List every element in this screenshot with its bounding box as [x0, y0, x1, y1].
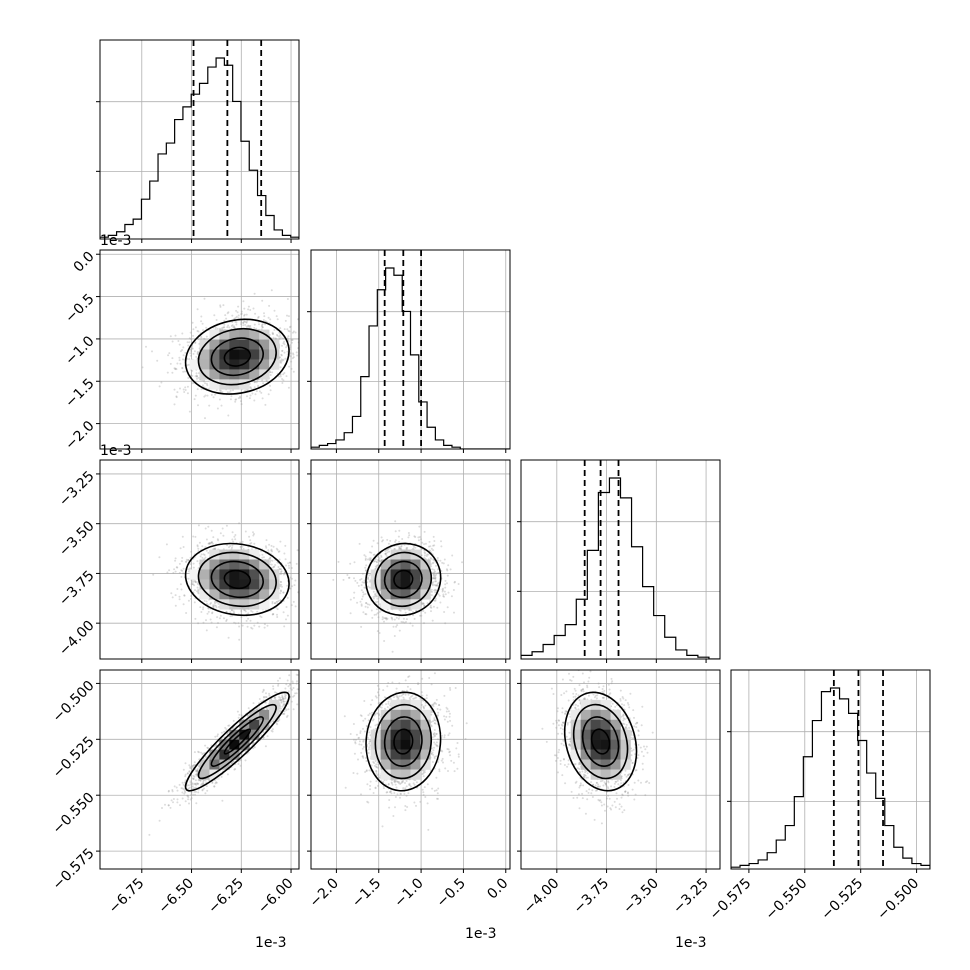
- panel-3-2: [517, 669, 721, 873]
- y-tick-label-1-4: 0.0: [71, 249, 98, 276]
- y-tick-label-2-2: −3.50: [56, 518, 98, 560]
- y-tick-label-2-3: −3.25: [56, 468, 98, 510]
- contour-2-0-2: [197, 551, 277, 608]
- contour-2-0-1: [210, 560, 264, 599]
- y-tick-label-3-0: −0.575: [50, 845, 98, 893]
- y-tick-label-2-1: −3.75: [56, 568, 98, 610]
- contour-1-0-0: [223, 346, 252, 367]
- contour-2-1-3: [365, 542, 442, 617]
- x-tick-label-1-4: 0.0: [484, 875, 511, 902]
- contour-3-0-3: [184, 691, 290, 792]
- offset-label-col0: 1e-3: [255, 935, 286, 951]
- contour-3-1-0: [393, 728, 414, 755]
- contour-3-2-3: [563, 691, 638, 792]
- panel-0-0: [96, 39, 300, 243]
- y-tick-label-3-1: −0.550: [50, 790, 98, 838]
- offset-label-row2: 1e-3: [100, 443, 131, 459]
- x-tick-label-2-1: −3.75: [571, 875, 613, 917]
- histogram-2: [521, 477, 720, 659]
- y-tick-label-1-3: −0.5: [62, 291, 97, 326]
- contour-2-1-2: [374, 551, 433, 608]
- x-tick-label-3-1: −0.550: [763, 875, 811, 923]
- y-tick-label-2-0: −4.00: [56, 618, 98, 660]
- panel-3-1: [307, 669, 511, 873]
- x-tick-label-2-0: −4.00: [521, 875, 563, 917]
- contour-3-2-1: [581, 716, 620, 767]
- panel-1-1: [307, 249, 511, 453]
- x-tick-label-3-2: −0.525: [818, 875, 866, 923]
- y-tick-label-1-0: −2.0: [62, 418, 97, 453]
- contour-1-0-3: [184, 318, 290, 395]
- x-tick-label-3-0: −0.575: [707, 875, 755, 923]
- panel-3-0: [96, 669, 300, 873]
- y-tick-label-1-1: −1.5: [62, 376, 97, 411]
- contour-3-0-0: [223, 728, 252, 755]
- x-tick-label-1-2: −1.0: [391, 875, 426, 910]
- x-tick-label-0-3: −6.00: [255, 875, 297, 917]
- contour-2-1-0: [393, 569, 414, 590]
- contour-3-2-0: [590, 728, 611, 755]
- contour-3-2-2: [572, 703, 629, 780]
- x-tick-label-1-0: −2.0: [307, 875, 342, 910]
- contour-3-1-3: [365, 691, 442, 792]
- histogram-1: [311, 267, 510, 449]
- contour-2-0-3: [184, 542, 290, 617]
- contour-3-1-2: [374, 703, 433, 780]
- histogram-0: [100, 57, 299, 239]
- x-tick-label-0-2: −6.25: [205, 875, 247, 917]
- contour-1-0-2: [197, 327, 277, 386]
- offset-label-row1: 1e-3: [100, 233, 131, 249]
- contour-1-0-1: [210, 337, 264, 377]
- histogram-3: [731, 687, 930, 869]
- x-tick-label-1-1: −1.5: [349, 875, 384, 910]
- contour-3-1-1: [383, 716, 423, 767]
- panel-2-1: [307, 459, 511, 663]
- x-tick-label-0-0: −6.75: [106, 875, 148, 917]
- y-tick-label-3-3: −0.500: [50, 678, 98, 726]
- panel-3-3: [727, 669, 931, 873]
- y-tick-label-1-2: −1.0: [62, 333, 97, 368]
- x-tick-label-3-3: −0.500: [874, 875, 922, 923]
- x-tick-label-2-2: −3.50: [620, 875, 662, 917]
- contour-3-0-1: [210, 716, 264, 767]
- x-tick-label-1-3: −0.5: [434, 875, 469, 910]
- panel-2-0: [96, 459, 300, 663]
- contour-3-0-2: [197, 703, 277, 780]
- y-tick-label-3-2: −0.525: [50, 734, 98, 782]
- panel-2-2: [517, 459, 721, 663]
- x-tick-label-0-1: −6.50: [156, 875, 198, 917]
- offset-label-col1: 1e-3: [465, 926, 496, 942]
- contour-2-1-1: [383, 560, 423, 599]
- contour-2-0-0: [223, 569, 252, 590]
- x-tick-label-2-3: −3.25: [670, 875, 712, 917]
- offset-label-col2: 1e-3: [675, 935, 706, 951]
- panel-1-0: [96, 249, 300, 453]
